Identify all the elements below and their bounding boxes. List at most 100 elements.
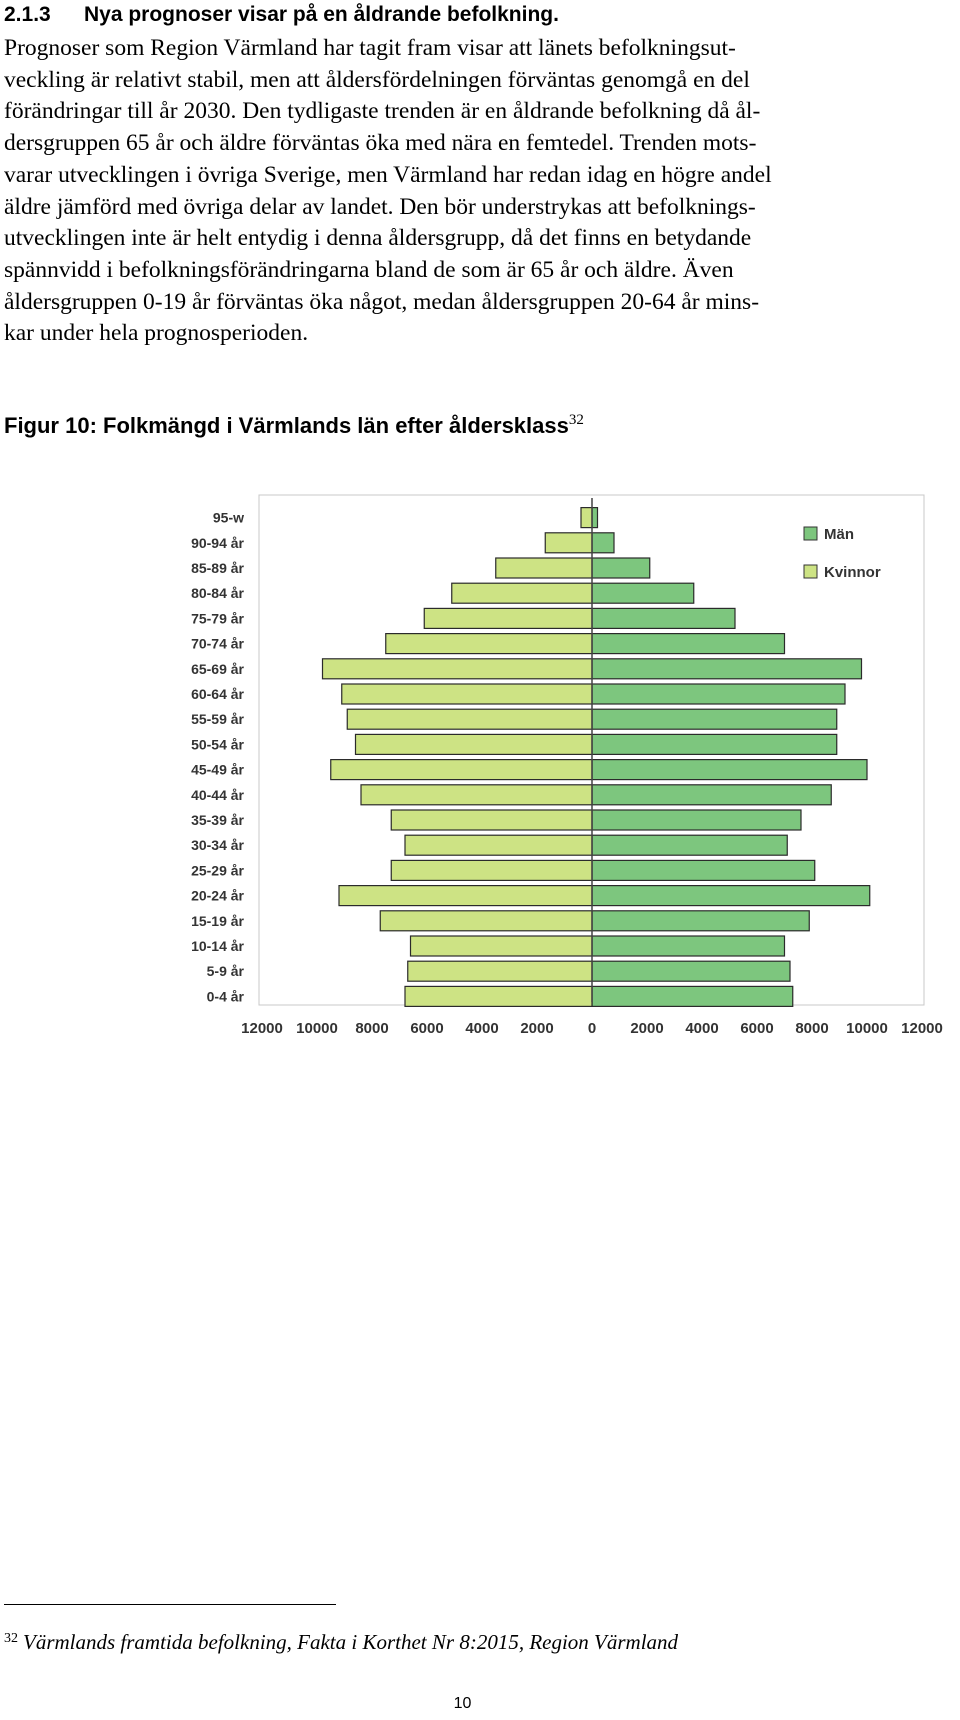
bar-kvinnor-8	[346, 708, 593, 730]
age-label: 70-74 år	[191, 636, 244, 652]
bar-kvinnor-16	[379, 910, 593, 932]
legend-label-kvinnor: Kvinnor	[824, 564, 881, 581]
x-tick-label: 2000	[630, 1020, 663, 1037]
bar-kvinnor-11	[360, 784, 593, 806]
bar-man-13	[591, 834, 788, 856]
page-number: 10	[453, 1695, 472, 1712]
legend: Män Kvinnor	[803, 526, 881, 581]
age-label: 25-29 år	[191, 862, 244, 878]
paragraph-line: äldre jämförd med övriga delar av landet…	[4, 193, 756, 220]
x-tick-label: 10000	[296, 1020, 338, 1037]
x-tick-label: 0	[588, 1020, 596, 1037]
paragraph-line: förändringar till år 2030. Den tydligast…	[4, 98, 761, 125]
bar-man-17	[591, 935, 786, 957]
age-label: 95-w	[213, 510, 244, 526]
bar-kvinnor-17	[409, 935, 593, 957]
x-tick-label: 10000	[846, 1020, 888, 1037]
age-label: 65-69 år	[191, 661, 244, 677]
bar-kvinnor-9	[354, 733, 593, 755]
x-tick-label: 4000	[465, 1020, 498, 1037]
bar-man-5	[591, 633, 786, 655]
bar-man-8	[591, 708, 838, 730]
x-tick-label: 6000	[740, 1020, 773, 1037]
bar-man-2	[591, 557, 651, 579]
paragraph-line: veckling är relativt stabil, men att åld…	[4, 66, 750, 93]
age-label: 20-24 år	[191, 888, 244, 904]
bar-kvinnor-6	[321, 658, 593, 680]
bar-man-18	[591, 960, 791, 982]
section-heading: 2.1.3 Nya prognoser visar på en åldrande …	[4, 1, 559, 29]
figure-caption-text: Figur 10: Folkmängd i Värmlands län efte…	[4, 413, 569, 438]
age-label: 80-84 år	[191, 585, 244, 601]
paragraph-line: utvecklingen inte är helt entydig i denn…	[4, 225, 752, 252]
bar-kvinnor-18	[407, 960, 593, 982]
age-label: 35-39 år	[191, 812, 244, 828]
x-tick-label: 8000	[795, 1020, 828, 1037]
bar-man-0	[591, 507, 599, 529]
bar-man-4	[591, 607, 736, 629]
x-tick-label: 6000	[410, 1020, 443, 1037]
section-number: 2.1.3	[4, 3, 51, 26]
footnote-text: Värmlands framtida befolkning, Fakta i K…	[23, 1630, 679, 1654]
age-label: 60-64 år	[191, 686, 244, 702]
bar-kvinnor-12	[390, 809, 593, 831]
paragraph-line: kar under hela prognosperioden.	[4, 320, 309, 347]
x-tick-label: 4000	[685, 1020, 718, 1037]
bar-kvinnor-7	[341, 683, 593, 705]
age-label: 10-14 år	[191, 938, 244, 954]
age-label: 85-89 år	[191, 560, 244, 576]
bar-man-9	[591, 733, 838, 755]
footnote-reference[interactable]: 32	[568, 412, 584, 428]
age-label: 55-59 år	[191, 711, 244, 727]
bar-kvinnor-0	[580, 507, 593, 529]
x-tick-label: 2000	[520, 1020, 553, 1037]
bar-man-10	[591, 759, 868, 781]
bar-man-11	[591, 784, 832, 806]
bar-man-14	[591, 859, 816, 881]
bar-man-15	[591, 885, 871, 907]
body-paragraph: Prognoser som Region Värmland har tagit …	[4, 33, 904, 350]
bar-kvinnor-3	[451, 582, 593, 604]
footnote-divider	[4, 1604, 336, 1605]
bar-kvinnor-19	[404, 985, 593, 1007]
age-label: 40-44 år	[191, 787, 244, 803]
age-label: 50-54 år	[191, 736, 244, 752]
age-labels: 95-w 90-94 år 85-89 år 80-84 år 75-79 år 70-7…	[191, 510, 244, 1005]
bar-man-7	[591, 683, 846, 705]
bar-kvinnor-14	[390, 859, 593, 881]
paragraph-line: dersgruppen 65 år och äldre förväntas ök…	[4, 130, 757, 157]
bar-kvinnor-5	[385, 633, 593, 655]
x-tick-label: 12000	[901, 1020, 943, 1037]
bar-man-6	[591, 658, 863, 680]
paragraph-line: åldersgruppen 0-19 år förväntas öka någo…	[4, 288, 760, 315]
bar-man-12	[591, 809, 802, 831]
bar-man-16	[591, 910, 810, 932]
bar-man-1	[591, 532, 615, 554]
age-label: 15-19 år	[191, 913, 244, 929]
age-label: 30-34 år	[191, 837, 244, 853]
paragraph-line: varar utvecklingen i övriga Sverige, men…	[4, 161, 772, 188]
bar-kvinnor-2	[495, 557, 593, 579]
age-label: 45-49 år	[191, 762, 244, 778]
x-tick-labels: 12000 10000 8000 6000 4000 2000 0 2000 4000 6000 8…	[241, 1020, 943, 1037]
paragraph-line: Prognoser som Region Värmland har tagit …	[4, 35, 736, 61]
figure-caption: Figur 10: Folkmängd i Värmlands län efte…	[4, 412, 584, 440]
legend-swatch-kvinnor	[803, 564, 818, 579]
footnote-number: 32	[4, 1631, 18, 1646]
bar-kvinnor-10	[330, 759, 593, 781]
footnote: 32 Värmlands framtida befolkning, Fakta i…	[4, 1628, 678, 1656]
age-label: 5-9 år	[207, 963, 245, 979]
bar-kvinnor-13	[404, 834, 593, 856]
section-title: Nya prognoser visar på en åldrande befol…	[84, 3, 559, 26]
bar-kvinnor-1	[544, 532, 593, 554]
bar-man-3	[591, 582, 695, 604]
age-label: 75-79 år	[191, 610, 244, 626]
age-label: 0-4 år	[207, 988, 245, 1004]
bar-kvinnor-4	[423, 607, 593, 629]
legend-swatch-man	[803, 526, 818, 541]
age-label: 90-94 år	[191, 535, 244, 551]
bars-layer	[321, 507, 871, 1007]
x-tick-label: 12000	[241, 1020, 283, 1037]
paragraph-line: spännvidd i befolkningsförändringarna bl…	[4, 256, 734, 283]
population-pyramid-chart: 95-w 90-94 år 85-89 år 80-84 år 75-79 år 70-7…	[191, 494, 943, 1037]
